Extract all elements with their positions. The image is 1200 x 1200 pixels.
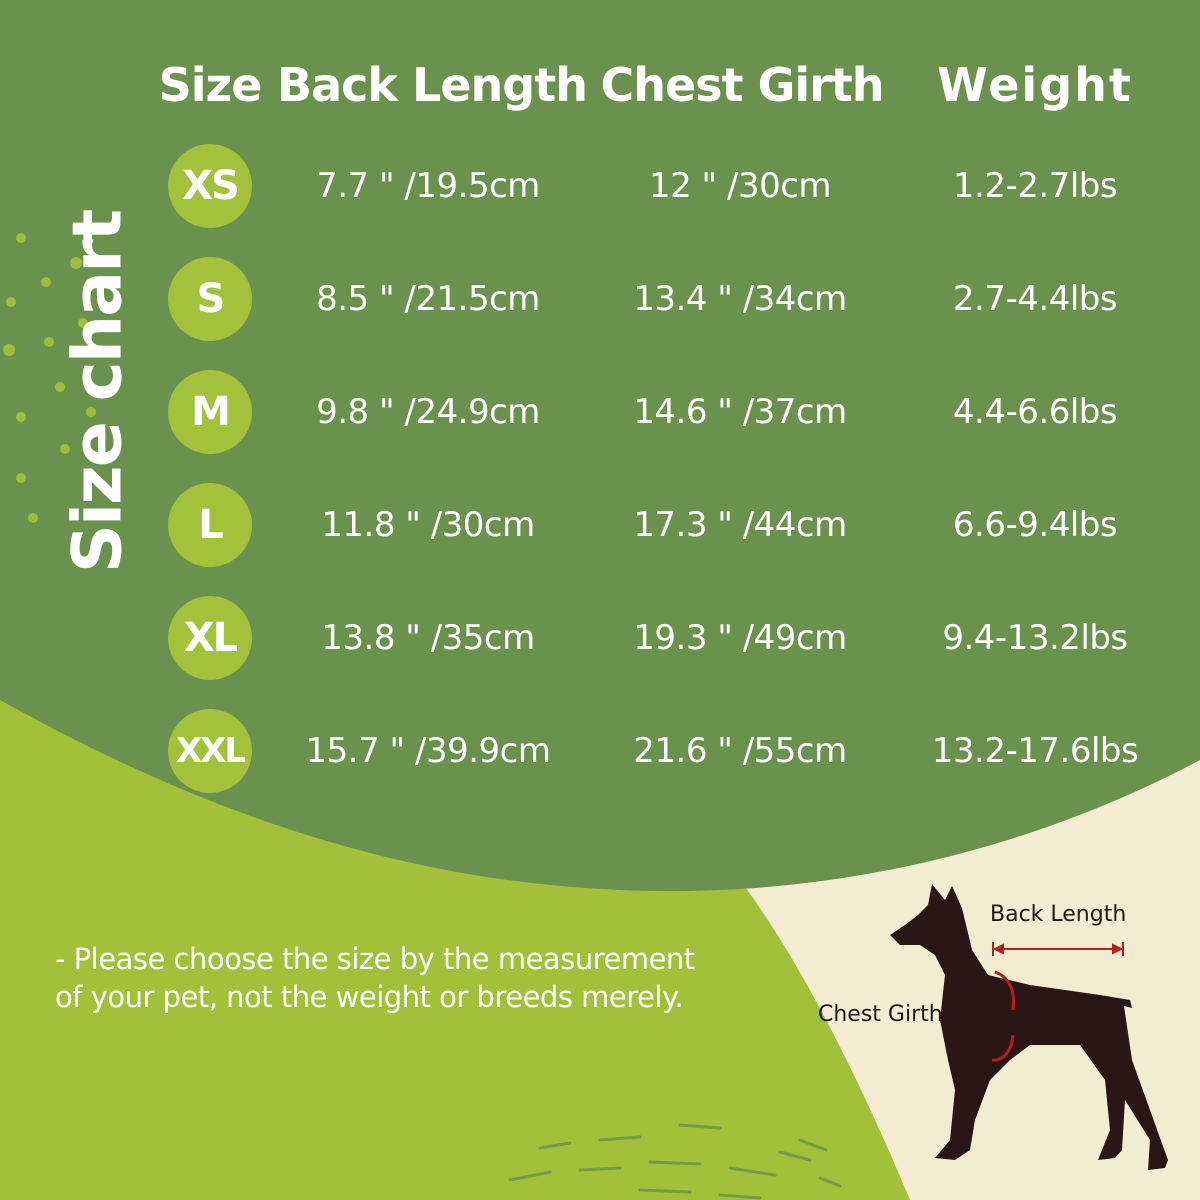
size-badge: S — [168, 257, 252, 341]
back-length-label: Back Length — [990, 902, 1127, 927]
cell-back-length: 11.8 " /30cm — [321, 505, 535, 545]
header-weight: Weight — [937, 58, 1133, 112]
header-back-length: Back Length — [277, 58, 588, 112]
size-chart-title: Size chart — [58, 210, 138, 574]
back-length-arrow-icon — [992, 942, 1124, 956]
cell-weight: 9.4-13.2lbs — [942, 618, 1128, 658]
cell-weight: 1.2-2.7lbs — [952, 166, 1118, 206]
cell-chest-girth: 12 " /30cm — [648, 166, 832, 206]
decorative-dots — [3, 233, 96, 523]
light-green-region — [0, 690, 910, 1200]
size-badge: XXL — [168, 709, 252, 793]
header-size: Size — [158, 58, 263, 112]
cell-chest-girth: 19.3 " /49cm — [633, 618, 847, 658]
cell-chest-girth: 21.6 " /55cm — [633, 731, 847, 771]
size-badge: XL — [168, 596, 252, 680]
sizing-note: - Please choose the size by the measurem… — [55, 940, 695, 1016]
dark-green-region — [0, 0, 1200, 892]
cell-chest-girth: 17.3 " /44cm — [633, 505, 847, 545]
cell-chest-girth: 14.6 " /37cm — [633, 392, 847, 432]
cell-weight: 2.7-4.4lbs — [952, 279, 1118, 319]
cell-back-length: 8.5 " /21.5cm — [316, 279, 540, 319]
note-line-1: - Please choose the size by the measurem… — [55, 942, 695, 976]
cell-back-length: 9.8 " /24.9cm — [316, 392, 540, 432]
size-badge: L — [168, 483, 252, 567]
cell-back-length: 13.8 " /35cm — [321, 618, 535, 658]
cell-chest-girth: 13.4 " /34cm — [633, 279, 847, 319]
note-line-2: of your pet, not the weight or breeds me… — [55, 980, 684, 1014]
size-badge: M — [168, 370, 252, 454]
header-chest-girth: Chest Girth — [600, 58, 884, 112]
dog-silhouette-icon — [890, 884, 1168, 1170]
cell-back-length: 15.7 " /39.9cm — [305, 731, 551, 771]
chest-girth-arrow-icon — [991, 970, 1015, 1062]
cell-weight: 4.4-6.6lbs — [952, 392, 1118, 432]
grass-strokes — [508, 1123, 842, 1200]
chest-girth-label: Chest Girth — [818, 1002, 943, 1027]
size-badge: XS — [168, 144, 252, 228]
cell-weight: 13.2-17.6lbs — [931, 731, 1139, 771]
cell-weight: 6.6-9.4lbs — [952, 505, 1118, 545]
cell-back-length: 7.7 " /19.5cm — [316, 166, 540, 206]
